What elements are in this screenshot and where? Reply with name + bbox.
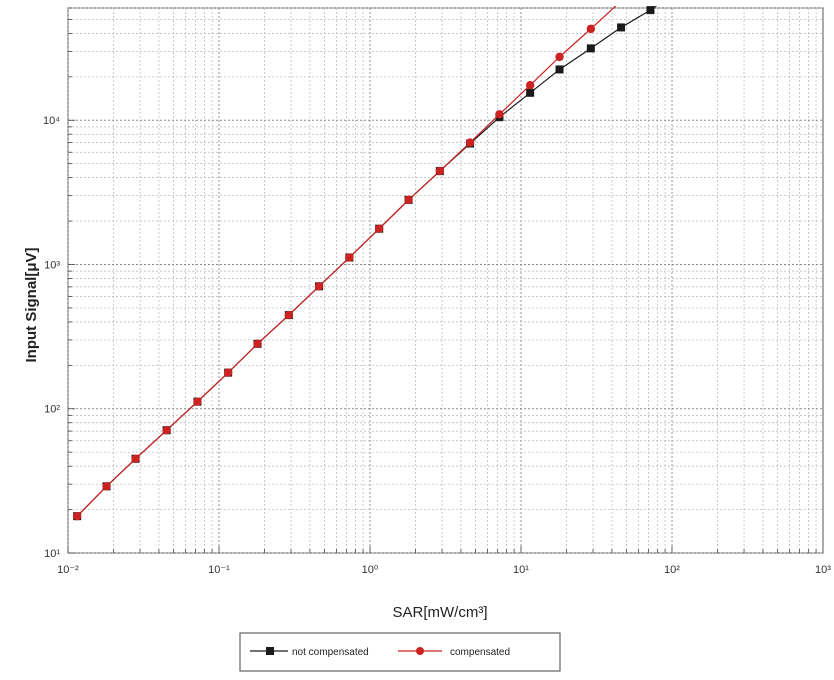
legend-label-not-compensated: not compensated xyxy=(292,647,369,658)
data-point xyxy=(345,253,354,262)
data-point xyxy=(284,310,294,320)
series-1 xyxy=(72,0,625,521)
y-axis-label: Input Signal[μV] xyxy=(23,247,40,362)
data-point xyxy=(525,80,535,90)
data-point xyxy=(72,511,82,521)
data-point xyxy=(495,110,504,119)
data-point xyxy=(223,368,233,377)
y-tick-label: 10¹ xyxy=(44,548,60,560)
axes: 10⁻² 10⁻¹ 10⁰ 10¹ 10² 10³ 10¹ 10² 10³ 10⁴ xyxy=(43,7,831,576)
data-point xyxy=(555,65,564,74)
data-point xyxy=(162,426,171,435)
data-point xyxy=(253,339,262,349)
data-point xyxy=(435,166,445,176)
x-tick-label: 10⁻² xyxy=(57,564,79,576)
legend-marker-not-compensated xyxy=(266,647,274,655)
data-point xyxy=(555,52,564,62)
legend-marker-compensated xyxy=(416,647,424,655)
legend-label-compensated: compensated xyxy=(450,647,510,658)
x-axis-label: SAR[mW/cm³] xyxy=(393,604,488,621)
data-point xyxy=(102,482,111,491)
data-point xyxy=(465,138,475,147)
grid xyxy=(67,7,823,554)
data-point xyxy=(617,0,625,5)
data-point xyxy=(404,195,413,205)
legend-box xyxy=(239,632,561,672)
data-point xyxy=(617,23,626,32)
data-point xyxy=(586,24,596,34)
data-point xyxy=(131,454,140,463)
data-point xyxy=(526,88,535,97)
data-point xyxy=(193,397,202,406)
legend: not compensated compensated xyxy=(239,632,561,672)
y-tick-label: 10⁴ xyxy=(43,115,60,127)
plot-area xyxy=(67,7,824,554)
x-tick-label: 10³ xyxy=(815,564,831,576)
series-line-1 xyxy=(76,6,617,517)
x-tick-label: 10⁰ xyxy=(362,564,379,576)
data-point xyxy=(586,44,595,53)
data-point xyxy=(374,224,384,233)
x-tick-label: 10¹ xyxy=(513,564,529,576)
x-tick-label: 10² xyxy=(664,564,680,576)
data-point xyxy=(314,282,324,291)
x-tick-label: 10⁻¹ xyxy=(208,564,230,576)
data-point xyxy=(646,6,655,15)
y-tick-label: 10³ xyxy=(44,259,60,271)
series xyxy=(72,0,658,521)
y-tick-label: 10² xyxy=(44,404,60,416)
